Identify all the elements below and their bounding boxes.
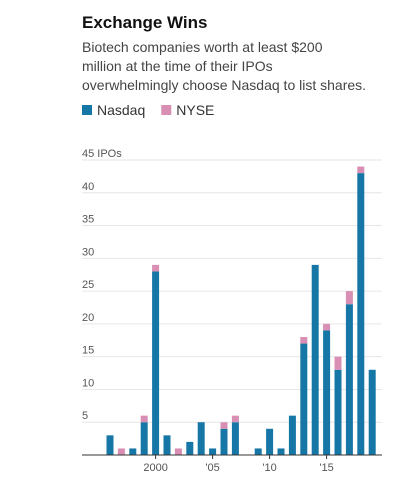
bar-segment: [220, 428, 228, 455]
bar-segment: [174, 448, 182, 455]
x-tick-label: '05: [205, 462, 219, 474]
bar-segment: [323, 323, 331, 331]
bar-segment: [300, 343, 308, 455]
bar-segment: [163, 435, 171, 455]
bar-segment: [197, 422, 205, 455]
y-tick-label: 20: [82, 312, 94, 324]
bar-segment: [311, 264, 319, 455]
bar-segment: [106, 435, 114, 455]
subtitle-line: million at the time of their IPOs: [82, 58, 273, 74]
bar-segment: [334, 356, 342, 370]
legend-swatch: [161, 105, 172, 115]
bar-segment: [152, 271, 160, 455]
y-tick-label: 30: [82, 246, 94, 258]
x-tick-label: '10: [262, 462, 276, 474]
bar-segment: [220, 422, 228, 429]
bar-segment: [266, 428, 274, 455]
bar-segment: [357, 173, 365, 455]
bar-segment: [140, 415, 148, 423]
bar-segment: [117, 448, 125, 455]
x-tick-label: '15: [319, 462, 333, 474]
bar-segment: [209, 448, 217, 455]
bar-segment: [231, 422, 239, 455]
chart-title: Exchange Wins: [82, 13, 208, 32]
bar-segment: [254, 448, 262, 455]
bar-segment: [357, 166, 365, 174]
y-tick-label: 15: [82, 345, 94, 357]
y-tick-label: 10: [82, 377, 94, 389]
bar-segment: [300, 337, 308, 344]
bar-segment: [152, 264, 160, 272]
y-tick-label: 45 IPOs: [82, 148, 122, 160]
bar-segment: [231, 415, 239, 423]
y-tick-label: 5: [82, 410, 88, 422]
subtitle-line: overwhelmingly choose Nasdaq to list sha…: [82, 77, 366, 93]
bar-segment: [140, 422, 148, 455]
y-tick-label: 35: [82, 214, 94, 226]
legend-label: NYSE: [176, 102, 214, 118]
bar-segment: [368, 369, 376, 455]
y-tick-label: 40: [82, 181, 94, 193]
bar-segment: [334, 369, 342, 455]
x-tick-label: 2000: [143, 462, 167, 474]
subtitle-line: Biotech companies worth at least $200: [82, 39, 323, 55]
bar-segment: [186, 441, 194, 455]
bar-segment: [345, 304, 353, 455]
legend-swatch: [82, 105, 92, 115]
bar-segment: [288, 415, 296, 455]
y-tick-label: 25: [82, 279, 94, 291]
bar-segment: [345, 291, 353, 305]
bar-segment: [323, 330, 331, 455]
legend-label: Nasdaq: [97, 102, 145, 118]
bar-segment: [129, 448, 137, 455]
bar-segment: [277, 448, 285, 455]
